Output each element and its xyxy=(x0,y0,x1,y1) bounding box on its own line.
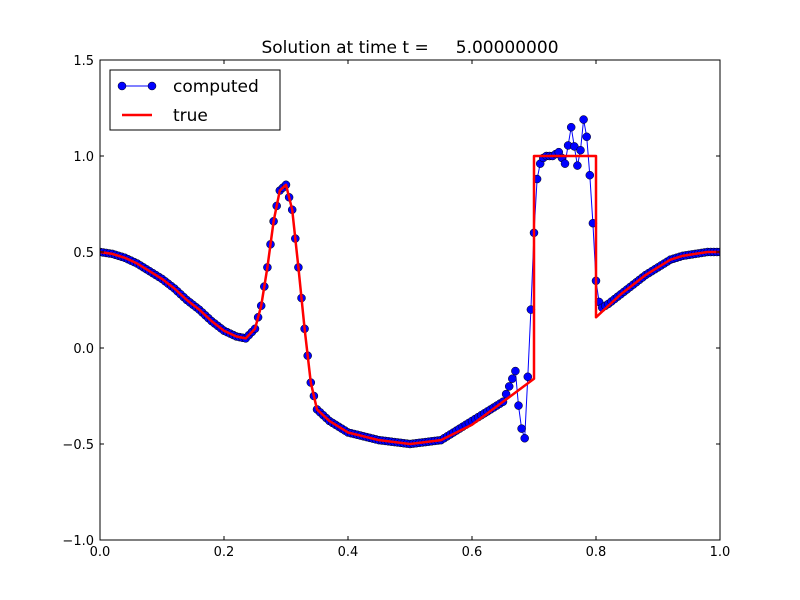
y-tick-label: 0.5 xyxy=(73,246,94,261)
series-computed-point xyxy=(582,132,591,142)
y-tick-label: 1.0 xyxy=(73,150,94,165)
y-tick-label: 1.5 xyxy=(73,54,94,69)
x-tick-label: 0.8 xyxy=(586,545,607,560)
legend-label-true: true xyxy=(173,106,208,126)
y-tick-label: −1.0 xyxy=(62,534,94,549)
plot-frame xyxy=(99,59,721,541)
series-computed-point xyxy=(520,433,529,443)
legend-swatch-computed-marker-left xyxy=(117,81,127,91)
chart-title: Solution at time t = 5.00000000 xyxy=(261,38,558,58)
legend: computed true xyxy=(109,69,281,131)
legend-swatch-computed-marker-right xyxy=(147,81,157,91)
series-computed-point xyxy=(511,366,520,376)
series-computed-point xyxy=(504,382,514,391)
series-computed-point xyxy=(585,170,595,180)
series-layer xyxy=(100,115,720,449)
legend-label-computed: computed xyxy=(173,77,259,97)
series-computed-point xyxy=(573,161,582,170)
series-computed-point xyxy=(560,159,570,168)
series-computed-point xyxy=(523,372,533,382)
series-computed-point xyxy=(579,115,588,124)
x-tick-label: 0.0 xyxy=(90,545,111,560)
series-computed-point xyxy=(570,142,579,151)
y-tick-label: −0.5 xyxy=(62,438,94,453)
x-tick-label: 0.2 xyxy=(214,545,235,560)
x-tick-label: 1.0 xyxy=(710,545,731,560)
series-computed-point xyxy=(566,122,576,132)
series-computed-point xyxy=(508,374,517,383)
ticks-layer: 0.0 0.2 0.4 0.6 0.8 1.0 −1.0 −0.5 0.0 0.5 1.0 1.5 xyxy=(62,54,730,560)
series-computed-point xyxy=(576,145,585,155)
series-computed-point xyxy=(514,401,523,410)
series-true-line xyxy=(100,154,720,446)
y-tick-label: 0.0 xyxy=(73,342,94,357)
series-computed-point xyxy=(517,424,526,433)
x-tick-label: 0.6 xyxy=(462,545,483,560)
legend-frame xyxy=(109,69,281,131)
x-tick-label: 0.4 xyxy=(338,545,359,560)
